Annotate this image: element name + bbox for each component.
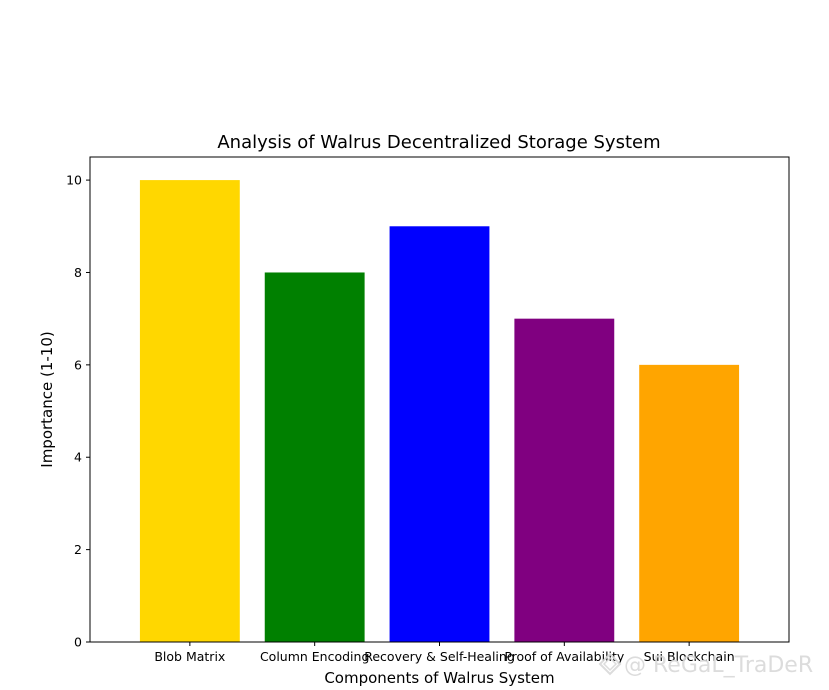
bar-1 [264,272,365,642]
x-tick-label: Sui Blockchain [644,649,735,664]
y-tick-label: 0 [74,635,82,650]
y-axis-ticks: 0 2 4 6 8 10 [66,173,90,650]
watermark-text: @ ReGaL_TraDeR [624,653,813,678]
y-tick-label: 8 [74,265,82,280]
watermark: @ ReGaL_TraDeR [598,652,813,678]
x-tick-label: Blob Matrix [154,649,225,664]
bar-3 [514,318,615,642]
x-axis-label: Components of Walrus System [324,669,554,687]
bar-4 [639,364,740,642]
y-tick-label: 2 [74,542,82,557]
x-tick-label: Recovery & Self-Healing [364,649,515,664]
diamond-logo-icon [598,652,622,676]
plot-frame [89,156,790,643]
y-axis-label: Importance (1-10) [38,331,56,467]
y-tick-label: 4 [74,450,82,465]
bar-0 [139,180,240,642]
x-tick-label: Column Encoding [260,649,369,664]
bars-group [139,180,740,643]
bar-2 [389,226,490,643]
x-tick-label: Proof of Availability [504,649,625,664]
y-tick-label: 10 [66,173,82,188]
chart-title: Analysis of Walrus Decentralized Storage… [217,132,660,153]
y-tick-label: 6 [74,357,82,372]
